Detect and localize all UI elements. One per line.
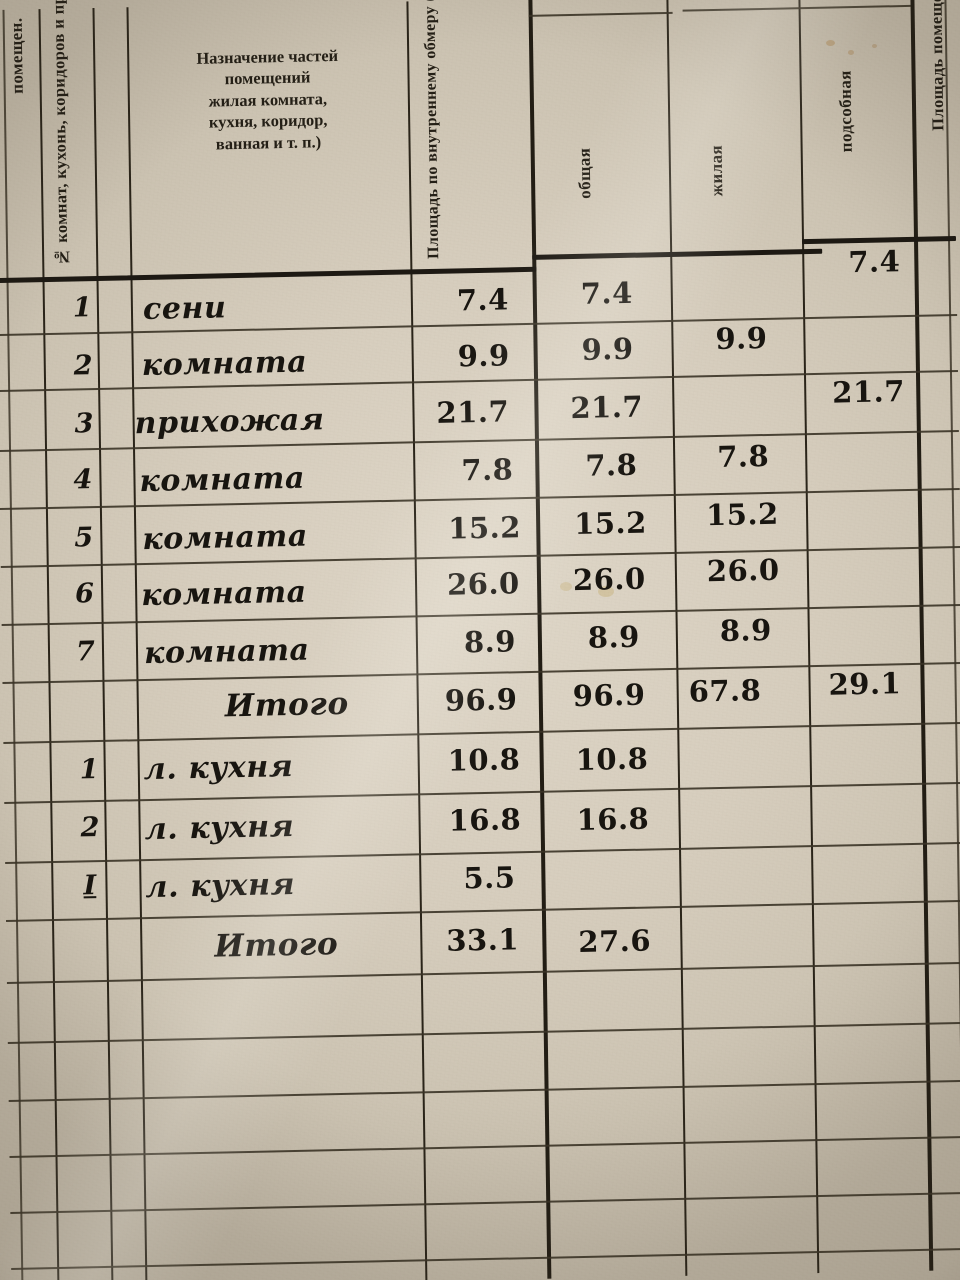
header-room-number: № комнат, кухонь, коридоров и пр. — [48, 0, 72, 267]
subtotal-total: 27.6 — [578, 923, 652, 960]
table-row-no: 3 — [74, 408, 94, 440]
header-far-right-partial: Площадь помеще — [926, 0, 948, 132]
table-row-no: 2 — [73, 350, 93, 382]
table-row-area: 21.7 — [436, 394, 510, 430]
table-row-living: 8.9 — [719, 612, 772, 649]
table-row-total: 16.8 — [576, 801, 650, 838]
table-row-no: I — [83, 870, 97, 902]
header-living-area: жилая — [706, 144, 727, 197]
header-area-internal: Площадь по внутреннему обмеру (кв. м — [420, 0, 443, 260]
table-row-area: 7.8 — [461, 452, 514, 488]
table-row-total: 7.8 — [585, 447, 638, 483]
table-row-no: 1 — [72, 292, 92, 324]
row-rule-subtotal — [6, 961, 960, 984]
header-group-rule — [528, 11, 673, 17]
table-row-no: 7 — [75, 636, 96, 668]
table-row-total: 15.2 — [573, 505, 648, 542]
table-row-purpose: комната — [139, 460, 306, 500]
table-row-total: 8.9 — [587, 619, 641, 655]
header-purpose-l5: ванная и т. п.) — [215, 132, 322, 154]
table-row-area: 16.8 — [448, 802, 522, 838]
column-rule-major — [528, 0, 552, 1279]
header-bottom-rule — [801, 235, 957, 245]
table-row-total: 21.7 — [570, 389, 644, 426]
table-row-area: 15.2 — [447, 510, 522, 546]
row-rule — [7, 1021, 960, 1044]
table-row-area: 10.8 — [447, 742, 521, 778]
table-row-no: 4 — [73, 464, 93, 496]
column-rule — [92, 7, 114, 1280]
table-row-purpose: комната — [143, 632, 310, 672]
table-row-area: 26.0 — [446, 566, 520, 602]
row-rule-subtotal — [3, 721, 960, 744]
table-row-purpose: сени — [142, 290, 227, 328]
table-row-no: 5 — [74, 522, 94, 554]
subtotal-area: 33.1 — [446, 922, 520, 958]
table-row-purpose: комната — [142, 518, 309, 558]
table-row-utility: 7.4 — [848, 244, 901, 280]
subtotal-utility: 29.1 — [828, 666, 902, 702]
table-row-utility: 21.7 — [832, 374, 906, 410]
table-row-no: 6 — [74, 578, 95, 610]
row-rule — [8, 1079, 960, 1102]
header-purpose: Назначение частей помещений жилая комнат… — [133, 44, 403, 157]
table-row-area: 5.5 — [463, 860, 516, 896]
table-row-living: 9.9 — [715, 320, 768, 357]
header-bottom-rule — [532, 248, 823, 260]
table-row-purpose: комната — [140, 574, 307, 614]
header-purpose-l1: Назначение частей — [196, 45, 339, 68]
table-row-total: 10.8 — [575, 741, 649, 778]
column-rule — [2, 9, 23, 1280]
header-purpose-l4: кухня, коридор, — [208, 110, 328, 132]
table-row-purpose: л. кухня — [144, 808, 295, 848]
table-row-area: 9.9 — [457, 338, 510, 374]
header-group-rule — [682, 4, 911, 12]
table-row-no: 1 — [79, 754, 99, 786]
table-row-purpose: комната — [141, 344, 308, 384]
table-row-area: 8.9 — [463, 624, 517, 660]
subtotal-living: 67.8 — [688, 673, 762, 709]
table-row-living: 15.2 — [705, 496, 779, 533]
table-row-purpose: прихожая — [134, 402, 325, 442]
subtotal-area: 96.9 — [444, 682, 518, 718]
header-far-left-partial: помещен. — [6, 17, 27, 95]
table-row-total: 9.9 — [581, 331, 634, 367]
table-row-total: 26.0 — [572, 561, 646, 598]
subtotal-total: 96.9 — [572, 677, 646, 714]
header-total-area: общая — [574, 147, 595, 200]
header-purpose-l3: жилая комната, — [208, 88, 328, 111]
table-row-living: 7.8 — [716, 438, 770, 475]
header-bottom-rule — [0, 266, 537, 284]
column-rule — [666, 0, 688, 1276]
table-row-area: 7.4 — [456, 282, 510, 318]
table-row-no: 2 — [80, 812, 100, 844]
table-row-purpose: л. кухня — [143, 748, 294, 788]
header-purpose-l2: помещений — [224, 67, 311, 89]
header-group-top-partial: жилая — [598, 0, 650, 2]
table-row-living: 26.0 — [706, 552, 780, 589]
subtotal-label: Итого — [214, 926, 339, 965]
subtotal-label: Итого — [224, 685, 349, 725]
header-utility-area: подсобная — [835, 70, 856, 153]
table-row-purpose: л. кухня — [145, 866, 296, 906]
table-row-total: 7.4 — [580, 275, 633, 311]
